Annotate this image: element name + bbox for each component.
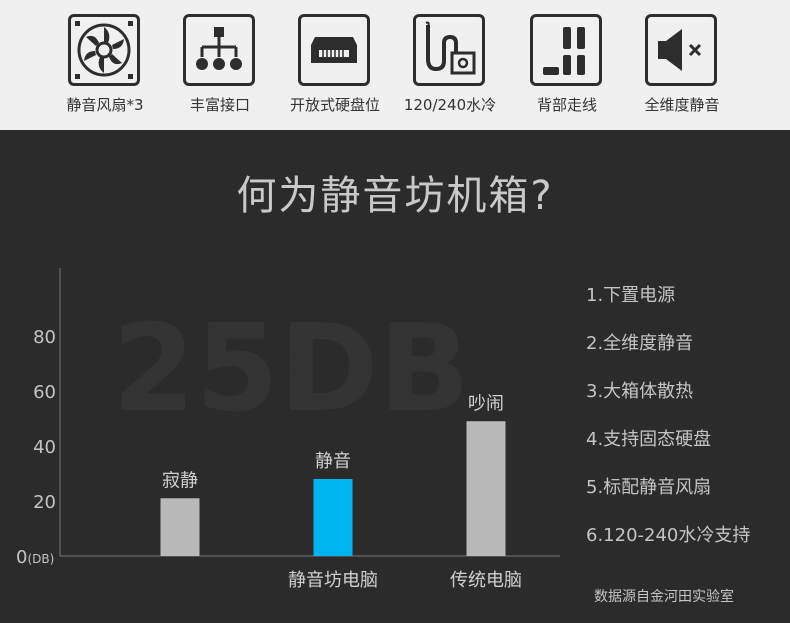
- feature-label: 开放式硬盘位: [289, 96, 380, 114]
- feature-ports: 丰富接口: [165, 14, 275, 124]
- y-tick-label: 80: [33, 327, 56, 348]
- feature-silence: 全维度静音: [627, 14, 737, 124]
- hard-drive-icon: [298, 14, 370, 86]
- y-tick-label: 60: [33, 382, 56, 403]
- feature-label: 丰富接口: [189, 96, 250, 114]
- water-cooling-icon: [413, 14, 485, 86]
- data-source-note: 数据源自金河田实验室: [594, 589, 734, 605]
- feature-water-cooling: 120/240水冷: [395, 14, 505, 124]
- speaker-mute-icon: [645, 14, 717, 86]
- feature-drive: 开放式硬盘位: [280, 14, 390, 124]
- list-item: 4.支持固态硬盘: [586, 429, 712, 450]
- x-category-label: 传统电脑: [450, 570, 522, 591]
- list-item: 2.全维度静音: [586, 333, 694, 354]
- page-title: 何为静音坊机箱?: [236, 173, 554, 219]
- bar-data-label: 静音: [315, 451, 351, 472]
- feature-label: 120/240水冷: [403, 96, 497, 114]
- bar: [160, 498, 200, 556]
- bar-data-label: 吵闹: [468, 393, 504, 414]
- feature-label: 静音风扇*3: [66, 96, 144, 114]
- feature-label: 背部走线: [536, 96, 597, 114]
- feature-label: 全维度静音: [644, 96, 720, 114]
- y-tick-label: 0(DB): [16, 547, 54, 568]
- feature-back-cable: 背部走线: [512, 14, 622, 124]
- feature-strip: 静音风扇*3 丰富接口 开放式硬: [0, 0, 790, 130]
- bar-data-label: 寂静: [162, 470, 198, 491]
- bar: [313, 479, 353, 556]
- list-item: 6.120-240水冷支持: [586, 525, 751, 546]
- watermark-text: 25DB: [112, 300, 470, 439]
- list-item: 1.下置电源: [586, 285, 676, 306]
- list-item: 3.大箱体散热: [586, 381, 694, 402]
- fan-icon: [68, 14, 140, 86]
- list-item: 5.标配静音风扇: [586, 477, 712, 498]
- y-tick-label: 40: [33, 437, 56, 458]
- bar: [466, 421, 506, 556]
- y-tick-label: 20: [33, 492, 56, 513]
- cable-routing-icon: [530, 14, 602, 86]
- feature-fan: 静音风扇*3: [50, 14, 160, 124]
- network-tree-icon: [183, 14, 255, 86]
- x-category-label: 静音坊电脑: [288, 570, 378, 591]
